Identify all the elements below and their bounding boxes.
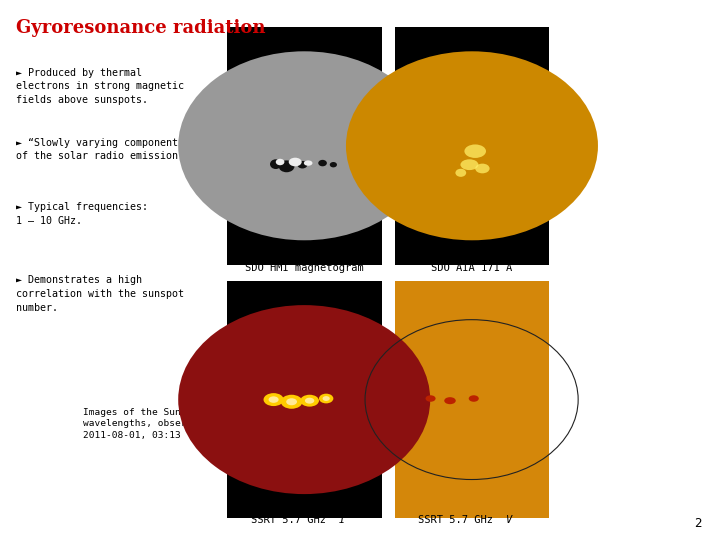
Ellipse shape bbox=[270, 159, 282, 169]
Ellipse shape bbox=[346, 51, 598, 240]
Ellipse shape bbox=[319, 394, 333, 403]
Ellipse shape bbox=[464, 144, 486, 158]
Ellipse shape bbox=[297, 161, 307, 168]
Text: SDO HMI magnetogram: SDO HMI magnetogram bbox=[245, 262, 364, 273]
Text: Images of the Sun at different
wavelengths, observed on
2011-08-01, 03:13: Images of the Sun at different wavelengt… bbox=[83, 408, 256, 440]
Ellipse shape bbox=[318, 160, 327, 166]
Bar bbox=[227, 281, 382, 518]
Ellipse shape bbox=[179, 51, 431, 240]
Ellipse shape bbox=[279, 160, 294, 172]
Ellipse shape bbox=[426, 395, 436, 402]
Ellipse shape bbox=[305, 397, 315, 404]
Text: Gyroresonance radiation: Gyroresonance radiation bbox=[16, 19, 266, 37]
Bar bbox=[395, 281, 549, 518]
Ellipse shape bbox=[456, 168, 467, 177]
Bar bbox=[227, 27, 382, 265]
Ellipse shape bbox=[304, 160, 312, 166]
Text: ► Typical frequencies:           ~
1 – 10 GHz.: ► Typical frequencies: ~ 1 – 10 GHz. bbox=[16, 202, 220, 226]
Text: ► Demonstrates a high
correlation with the sunspot
number.: ► Demonstrates a high correlation with t… bbox=[16, 275, 184, 313]
Ellipse shape bbox=[469, 395, 479, 402]
Text: ► “Slowly varying component”
of the solar radio emission.: ► “Slowly varying component” of the sola… bbox=[16, 138, 184, 161]
Bar bbox=[395, 27, 549, 265]
Text: SSRT 5.7 GHz: SSRT 5.7 GHz bbox=[251, 515, 332, 525]
Ellipse shape bbox=[461, 159, 478, 170]
Ellipse shape bbox=[269, 396, 279, 403]
Text: V: V bbox=[506, 515, 513, 525]
Ellipse shape bbox=[444, 397, 456, 404]
Ellipse shape bbox=[287, 399, 297, 405]
Text: →: → bbox=[220, 436, 227, 449]
Ellipse shape bbox=[323, 396, 330, 401]
Ellipse shape bbox=[330, 162, 337, 167]
Ellipse shape bbox=[475, 164, 490, 173]
Ellipse shape bbox=[179, 305, 431, 494]
Ellipse shape bbox=[289, 158, 302, 166]
Ellipse shape bbox=[281, 395, 302, 409]
Text: SDO AIA 171 Å: SDO AIA 171 Å bbox=[431, 262, 513, 273]
Ellipse shape bbox=[276, 159, 284, 165]
Ellipse shape bbox=[300, 395, 319, 407]
Ellipse shape bbox=[264, 393, 284, 406]
Text: 2: 2 bbox=[695, 517, 702, 530]
Text: SSRT 5.7 GHz: SSRT 5.7 GHz bbox=[418, 515, 500, 525]
Text: ► Produced by thermal
electrons in strong magnetic
fields above sunspots.: ► Produced by thermal electrons in stron… bbox=[16, 68, 184, 105]
Text: I: I bbox=[338, 515, 345, 525]
